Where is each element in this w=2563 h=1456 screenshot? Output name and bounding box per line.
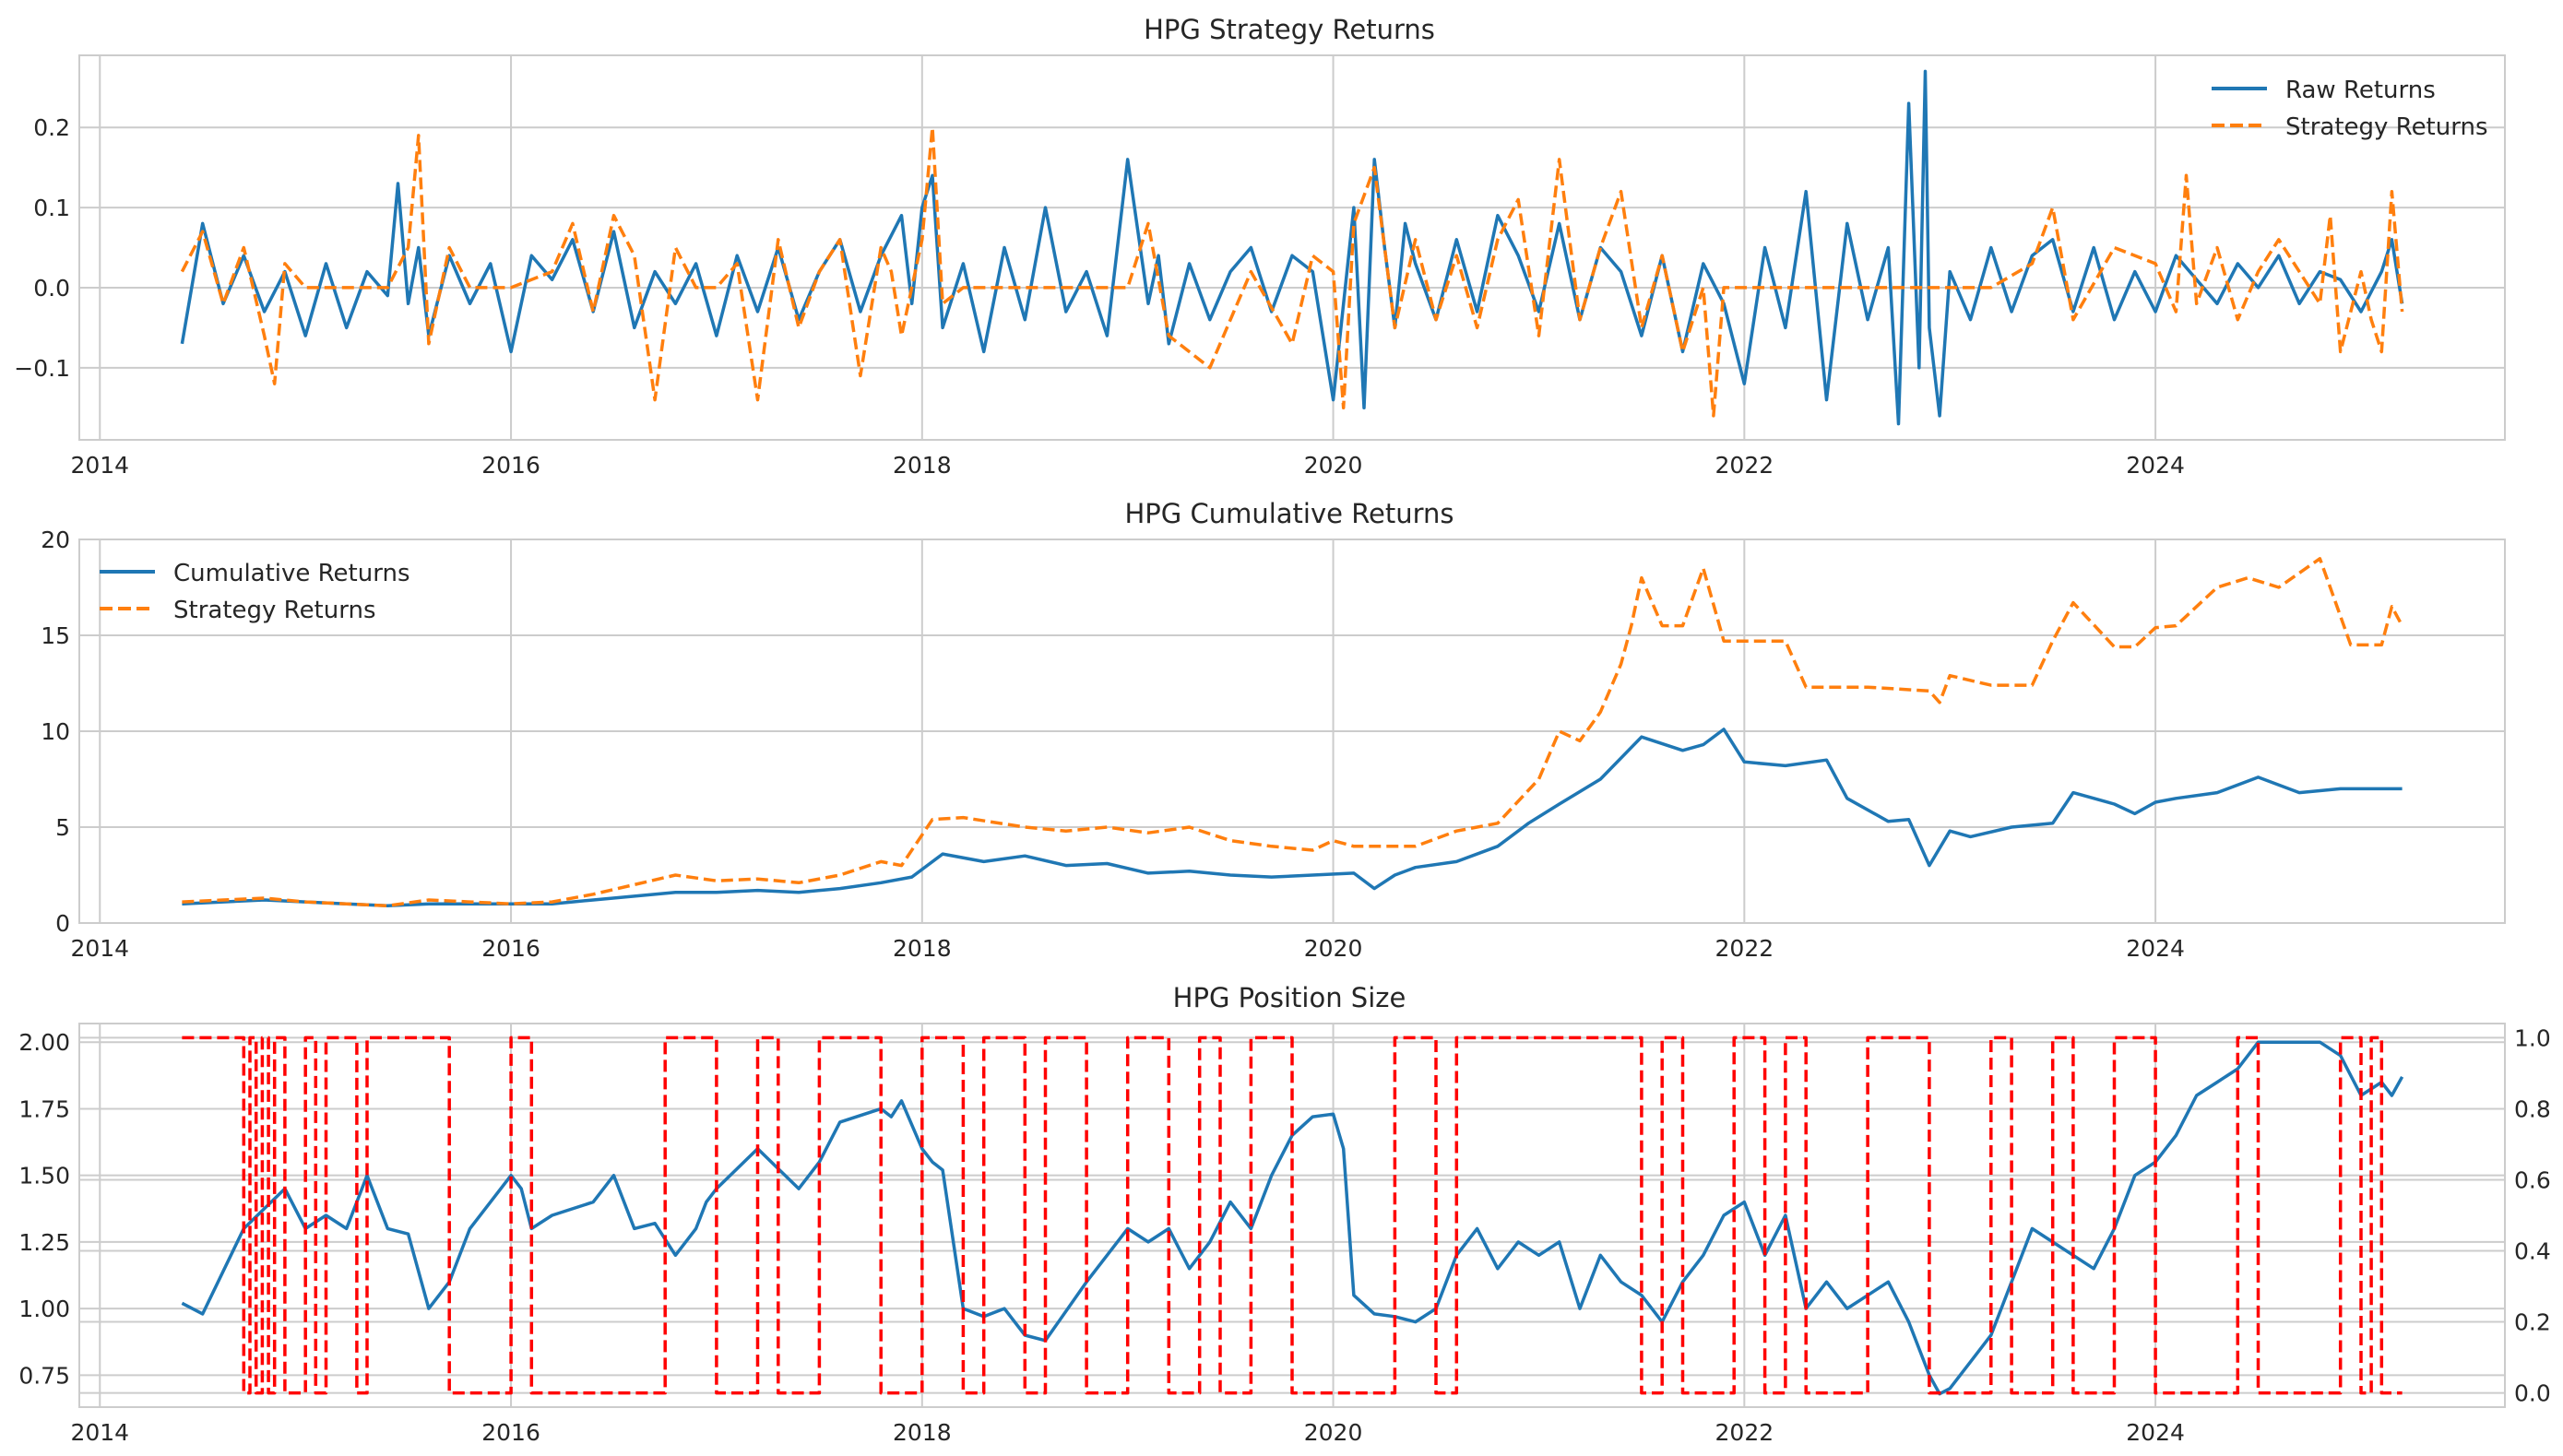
cumulative-returns-legend: Cumulative Returns Strategy Returns	[100, 560, 409, 624]
cumulative-returns-y-tick-label: 20	[41, 527, 70, 553]
cumulative-returns-x-tick-label: 2024	[2126, 935, 2185, 962]
strategy-returns-axes-frame	[78, 54, 2506, 441]
position-size-series-0-line	[181, 1040, 2404, 1396]
strategy-returns-x-tick-label: 2020	[1304, 452, 1363, 479]
cumulative-returns-y-tick-label: 5	[55, 814, 70, 841]
strategy-returns-y-tick-label: −0.1	[14, 355, 70, 382]
strategy-returns-x-tick-label: 2022	[1715, 452, 1774, 479]
cumulative-returns-x-tick-label: 2022	[1715, 935, 1774, 962]
cumulative-returns-series-0-line	[182, 728, 2403, 908]
cumulative-returns-panel: HPG Cumulative Returns 2014 2016 2018 2020 2…	[41, 498, 2506, 962]
cumulative-returns-series-1-line	[182, 557, 2404, 908]
strategy-returns-lines	[180, 69, 2404, 426]
position-size-axes-frame	[78, 1023, 2506, 1408]
position-size-y-tick-label: 2.00	[18, 1029, 70, 1056]
position-size-y2-tick-label: 0.8	[2514, 1095, 2551, 1122]
position-size-y-tick-label: 1.50	[18, 1163, 70, 1190]
strategy-returns-series-1-line	[180, 125, 2404, 418]
position-size-panel: HPG Position Size 2014 2016 2018 2020 2022 20…	[18, 982, 2550, 1446]
cumulative-returns-x-tick-label: 2016	[481, 935, 540, 962]
position-size-x-tick-label: 2022	[1715, 1419, 1774, 1446]
position-size-x-tick-label: 2018	[893, 1419, 952, 1446]
cumulative-returns-y-tick-label: 0	[55, 910, 70, 937]
strategy-returns-y-tick-label: 0.0	[33, 275, 70, 302]
position-size-y2-tick-label: 1.0	[2514, 1024, 2551, 1051]
legend-label-strategy-returns-cumulative: Strategy Returns	[173, 597, 376, 624]
strategy-returns-x-tick-label: 2018	[893, 452, 952, 479]
cumulative-returns-y-tick-label: 10	[41, 718, 70, 745]
legend-label-cumulative-returns: Cumulative Returns	[173, 560, 409, 587]
legend-label-strategy-returns: Strategy Returns	[2285, 113, 2488, 141]
strategy-returns-title: HPG Strategy Returns	[1144, 14, 1435, 45]
position-size-y-tick-label: 1.25	[18, 1229, 70, 1256]
position-size-x-tick-label: 2024	[2126, 1419, 2185, 1446]
strategy-returns-tick-labels: 2014 2016 2018 2020 2022 2024 −0.1 0.0 0.1 0.2	[14, 114, 2185, 479]
cumulative-returns-y-tick-label: 15	[41, 622, 70, 649]
cumulative-returns-x-tick-label: 2014	[70, 935, 129, 962]
cumulative-returns-lines	[182, 557, 2404, 908]
position-size-tick-labels: 2014 2016 2018 2020 2022 2024 0.75 1.00 1.25 1.50…	[18, 1024, 2550, 1446]
position-size-x-tick-label: 2014	[70, 1419, 129, 1446]
strategy-returns-x-tick-label: 2014	[70, 452, 129, 479]
strategy-returns-x-tick-label: 2016	[481, 452, 540, 479]
strategy-returns-legend: Raw Returns Strategy Returns	[2212, 77, 2488, 141]
position-size-y2-tick-label: 0.0	[2514, 1380, 2551, 1407]
position-size-x-tick-label: 2020	[1304, 1419, 1363, 1446]
cumulative-returns-axes-frame	[78, 539, 2506, 924]
position-size-series-1-line	[182, 1036, 2403, 1395]
position-size-y-tick-label: 0.75	[18, 1362, 70, 1389]
cumulative-returns-x-tick-label: 2020	[1304, 935, 1363, 962]
strategy-returns-series-0-line	[180, 69, 2404, 426]
strategy-returns-x-tick-label: 2024	[2126, 452, 2185, 479]
legend-label-raw-returns: Raw Returns	[2285, 77, 2436, 104]
position-size-y-tick-label: 1.75	[18, 1095, 70, 1122]
position-size-x-tick-label: 2016	[481, 1419, 540, 1446]
position-size-y2-tick-label: 0.2	[2514, 1309, 2551, 1336]
strategy-returns-panel: HPG Strategy Returns 2014 2016 2018 2020 202…	[14, 14, 2506, 479]
position-size-lines	[181, 1036, 2404, 1396]
position-size-y2-tick-label: 0.6	[2514, 1166, 2551, 1193]
strategy-returns-y-tick-label: 0.1	[33, 195, 70, 221]
cumulative-returns-x-tick-label: 2018	[893, 935, 952, 962]
position-size-y2-tick-label: 0.4	[2514, 1238, 2551, 1265]
cumulative-returns-tick-labels: 2014 2016 2018 2020 2022 2024 0 5 10 15 20	[41, 527, 2185, 962]
strategy-returns-y-tick-label: 0.2	[33, 114, 70, 141]
cumulative-returns-title: HPG Cumulative Returns	[1124, 498, 1454, 529]
position-size-title: HPG Position Size	[1173, 982, 1406, 1013]
position-size-y-tick-label: 1.00	[18, 1296, 70, 1322]
